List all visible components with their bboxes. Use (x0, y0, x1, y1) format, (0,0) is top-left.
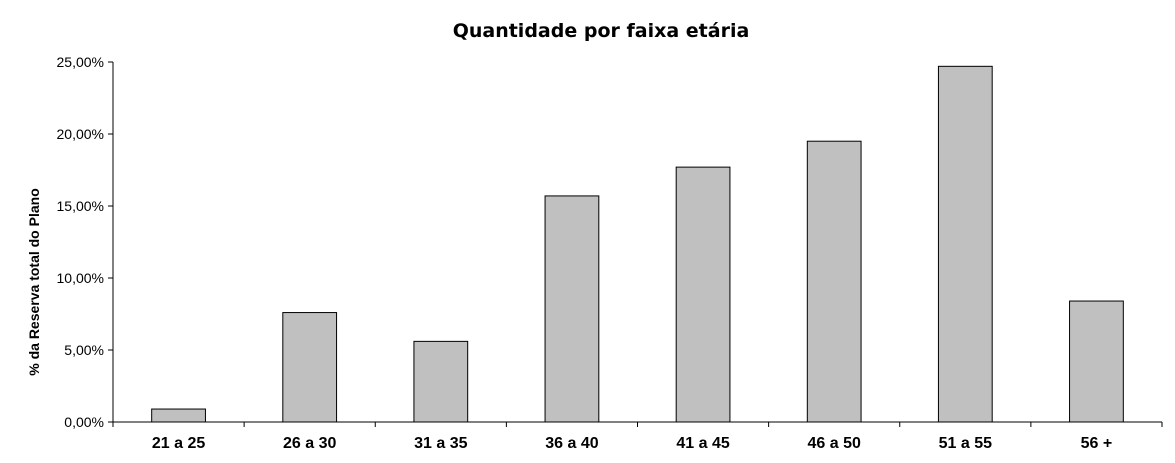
y-tick-label: 10,00% (57, 270, 104, 286)
x-tick-label: 36 a 40 (545, 435, 598, 452)
y-tick-label: 15,00% (57, 198, 104, 214)
x-tick-label: 21 a 25 (152, 435, 205, 452)
y-axis-label: % da Reserva total do Plano (26, 188, 42, 376)
y-axis-ticks: 0,00% 5,00% 10,00% 15,00% 20,00% 25,00% (57, 54, 113, 430)
x-tick-label: 51 a 55 (939, 435, 992, 452)
x-axis-ticks: 21 a 25 26 a 30 31 a 35 36 a 40 41 a 45 46 a … (112, 422, 1163, 452)
y-tick-label: 5,00% (64, 342, 104, 358)
x-tick-label: 56 + (1081, 435, 1113, 452)
bar-36-a-40 (544, 195, 600, 423)
x-tick-label: 26 a 30 (283, 435, 336, 452)
y-tick-label: 0,00% (64, 414, 104, 430)
bars-group (151, 65, 1124, 423)
bar-26-a-30 (282, 312, 338, 423)
x-tick-label: 46 a 50 (807, 435, 860, 452)
bar-31-a-35 (413, 340, 469, 423)
bar-51-a-55 (937, 65, 993, 423)
bar-56-plus (1069, 300, 1124, 423)
y-tick-label: 20,00% (57, 126, 104, 142)
y-tick-label: 25,00% (57, 54, 104, 70)
chart-title: Quantidade por faixa etária (453, 20, 750, 42)
bar-21-a-25 (151, 408, 206, 423)
x-tick-label: 31 a 35 (414, 435, 467, 452)
bar-46-a-50 (806, 140, 862, 423)
bar-41-a-45 (675, 166, 731, 423)
x-tick-label: 41 a 45 (676, 435, 729, 452)
